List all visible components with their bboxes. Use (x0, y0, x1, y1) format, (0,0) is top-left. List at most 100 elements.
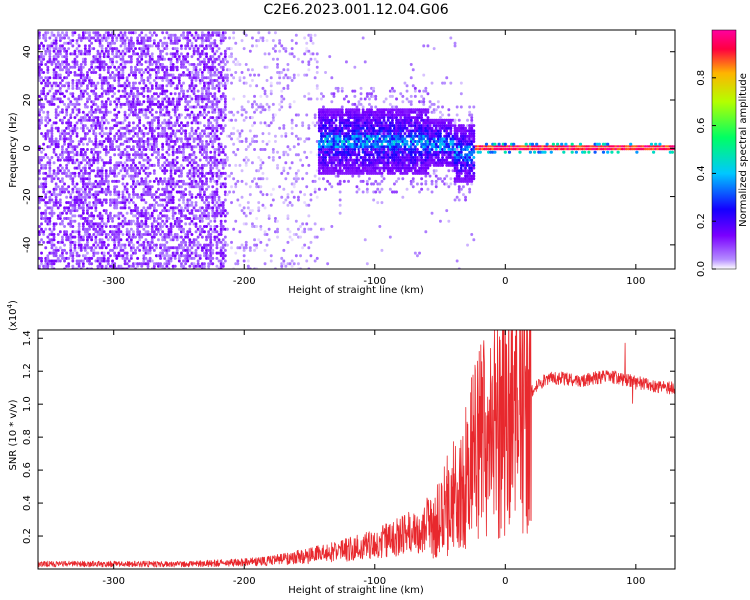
spectrogram-cell-3072 (184, 243, 188, 247)
spectrogram-cell-3028 (182, 246, 185, 250)
spectrogram-cell-4796 (338, 110, 342, 114)
spectrogram-cell-2174 (140, 39, 144, 43)
spectrogram-cell-4910 (349, 113, 353, 117)
spectrogram-cell-4192 (259, 158, 263, 162)
spectrogram-cell-3787 (215, 118, 219, 122)
spectrogram-cell-1205 (96, 251, 100, 255)
spectrogram-cell-2229 (144, 238, 148, 242)
spectrogram-cell-1837 (125, 187, 129, 191)
spectrogram-cell-4868 (347, 171, 350, 175)
spectrogram-cell-2825 (171, 177, 175, 181)
spectrogram-cell-3736 (213, 118, 217, 122)
spectrogram-cell-2143 (140, 195, 144, 199)
spectrogram-cell-283 (52, 259, 56, 263)
spectrogram-cell-2829 (171, 158, 175, 162)
spectrogram-cell-1111 (92, 248, 96, 252)
spectrogram-cell-136 (44, 179, 48, 183)
spectrogram-cell-2276 (146, 230, 150, 234)
spectrogram-cell-4774 (338, 182, 342, 186)
spectrogram-cell-1648 (115, 39, 119, 43)
spectrogram-cell-2839 (171, 102, 175, 106)
spectrogram-cell-3743 (213, 86, 217, 90)
spectrogram-cell-2414 (152, 225, 156, 228)
spectrogram-cell-3638 (209, 121, 213, 125)
spectrogram-cell-3977 (226, 227, 229, 231)
spectrogram-cell-1398 (104, 209, 108, 213)
spectrogram-cell-130 (44, 203, 48, 207)
spectrogram-cell-4964 (353, 89, 357, 93)
spectrogram-cell-4090 (244, 243, 248, 247)
spectrogram-cell-2731 (167, 177, 171, 181)
spectrogram-cell-3619 (209, 227, 213, 231)
spectrogram-cell-2668 (165, 225, 169, 228)
spectrogram-cell-1870 (127, 230, 131, 234)
spectrogram-cell-3831 (217, 84, 221, 88)
spectrogram-cell-3928 (221, 57, 225, 61)
spectrogram-cell-3161 (188, 217, 192, 220)
spectrogram-cell-4888 (347, 116, 350, 120)
spectrogram-cell-247 (50, 240, 54, 244)
spectrogram-cell-1402 (104, 190, 108, 194)
spectrogram-cell-1613 (115, 235, 119, 239)
spectrogram-cell-2934 (175, 39, 179, 43)
spectrogram-cell-327 (54, 254, 58, 258)
spectrogram-cell-1267 (98, 182, 102, 186)
spectrogram-cell-2712 (167, 262, 171, 266)
spectrogram-cell-821 (77, 79, 81, 82)
spectrogram-cell-4621 (324, 71, 327, 74)
spectrogram-cell-2781 (169, 145, 173, 149)
spectrogram-cell-3708 (213, 238, 217, 242)
spectrogram-cell-2121 (138, 92, 142, 96)
spectrogram-cell-831 (79, 259, 83, 263)
spectrogram-cell-1183 (94, 121, 98, 125)
spectrogram-cell-3120 (186, 201, 190, 205)
spectrogram-cell-3321 (194, 49, 198, 53)
spectrogram-cell-3387 (198, 158, 202, 162)
spectrogram-cell-298 (52, 190, 56, 194)
spectrogram-cell-2621 (163, 238, 167, 242)
spectrogram-cell-4367 (288, 105, 292, 109)
spectrogram-cell-425 (58, 169, 62, 173)
spectrogram-cell-4315 (280, 94, 284, 98)
spectrogram-cell-3323 (194, 39, 198, 43)
spectrogram-cell-1953 (132, 251, 135, 255)
spectrogram-cell-3684 (211, 126, 215, 130)
spectrogram-cell-639 (69, 145, 73, 149)
spectrogram-cell-3220 (190, 126, 194, 130)
spectrogram-cell-3786 (215, 121, 219, 125)
spectrogram-cell-453 (61, 254, 64, 258)
spectrogram-cell-3430 (200, 171, 204, 175)
spectrogram-cell-3563 (207, 243, 211, 247)
spectrogram-cell-626 (69, 217, 73, 220)
spectrogram-cell-1874 (127, 201, 131, 205)
spectrogram-cell-4466 (307, 203, 311, 207)
spectrogram-cell-2686 (165, 140, 169, 143)
spectrogram-cell-4485 (309, 57, 313, 61)
spectrogram-cell-1180 (94, 132, 98, 136)
spectrogram-cell-380 (56, 193, 60, 197)
spectrogram-cell-1448 (106, 187, 110, 191)
spectrogram-cell-3630 (209, 163, 213, 167)
spectrogram-cell-230 (48, 81, 52, 85)
spectrogram-cell-3251 (192, 174, 196, 178)
spectrogram-cell-2951 (177, 190, 181, 194)
spectrogram-cell-3605 (207, 33, 211, 37)
spectrogram-cell-4728 (334, 153, 338, 157)
spectrogram-cell-2279 (146, 211, 150, 215)
spectrogram-cell-4959 (353, 113, 357, 117)
spectrogram-cell-3813 (217, 177, 221, 181)
spectrogram-cell-4259 (271, 187, 275, 191)
spectrogram-cell-3193 (188, 31, 192, 35)
spectrogram-cell-3355 (196, 76, 200, 80)
spectrogram-cell-3478 (203, 174, 206, 178)
spectrogram-cell-2439 (152, 79, 156, 82)
spectrogram-cell-2188 (142, 214, 146, 218)
spectrogram-cell-2708 (165, 44, 169, 48)
spectrogram-cell-2710 (165, 31, 169, 35)
spectrogram-cell-1356 (102, 251, 106, 255)
spectrogram-cell-4406 (294, 124, 298, 128)
spectrogram-cell-1516 (109, 60, 112, 64)
spectrogram-cell-4665 (328, 113, 332, 117)
spectrogram-cell-535 (65, 233, 69, 236)
